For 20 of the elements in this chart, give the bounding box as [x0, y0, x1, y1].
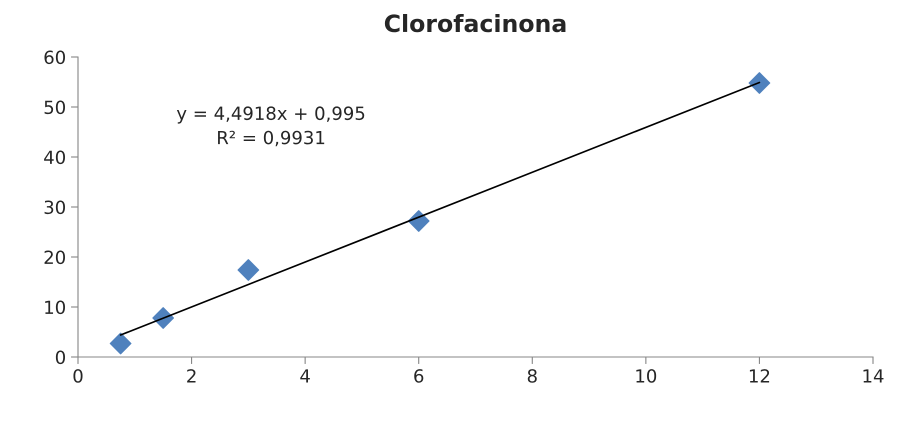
- x-tick-label: 14: [863, 369, 884, 383]
- x-tick-label: 0: [73, 369, 83, 383]
- y-tick-label: 30: [44, 200, 65, 214]
- y-tick-label: 0: [56, 350, 65, 364]
- y-tick-label: 50: [44, 100, 65, 114]
- point: [110, 332, 132, 354]
- y-tick-label: 60: [44, 50, 65, 64]
- x-tick-label: 6: [414, 369, 424, 383]
- y-tick-label: 40: [44, 150, 65, 164]
- x-tick-label: 4: [300, 369, 310, 383]
- x-tick-label: 8: [528, 369, 537, 383]
- y-tick-label: 10: [45, 300, 65, 314]
- x-tick-label: 2: [187, 369, 196, 383]
- x-tick-label: 12: [750, 369, 770, 383]
- point: [748, 72, 770, 94]
- chart-title: Clorofacinona: [384, 14, 566, 32]
- y-tick-label: 20: [44, 250, 65, 264]
- x-tick-label: 10: [636, 369, 656, 383]
- annotation: y = 4,4918x + 0,995 R² = 0,9931: [176, 106, 364, 146]
- point: [237, 259, 260, 281]
